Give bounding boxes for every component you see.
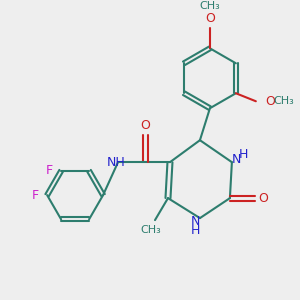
Text: CH₃: CH₃ (273, 96, 294, 106)
Text: O: O (265, 95, 275, 108)
Text: F: F (46, 164, 53, 177)
Text: NH: NH (107, 156, 125, 169)
Text: O: O (258, 192, 268, 205)
Text: H: H (190, 224, 200, 237)
Text: O: O (205, 12, 215, 25)
Text: H: H (239, 148, 249, 161)
Text: CH₃: CH₃ (141, 225, 161, 235)
Text: CH₃: CH₃ (200, 2, 220, 11)
Text: N: N (232, 153, 242, 166)
Text: N: N (190, 214, 200, 228)
Text: O: O (140, 119, 150, 132)
Text: F: F (32, 189, 39, 202)
